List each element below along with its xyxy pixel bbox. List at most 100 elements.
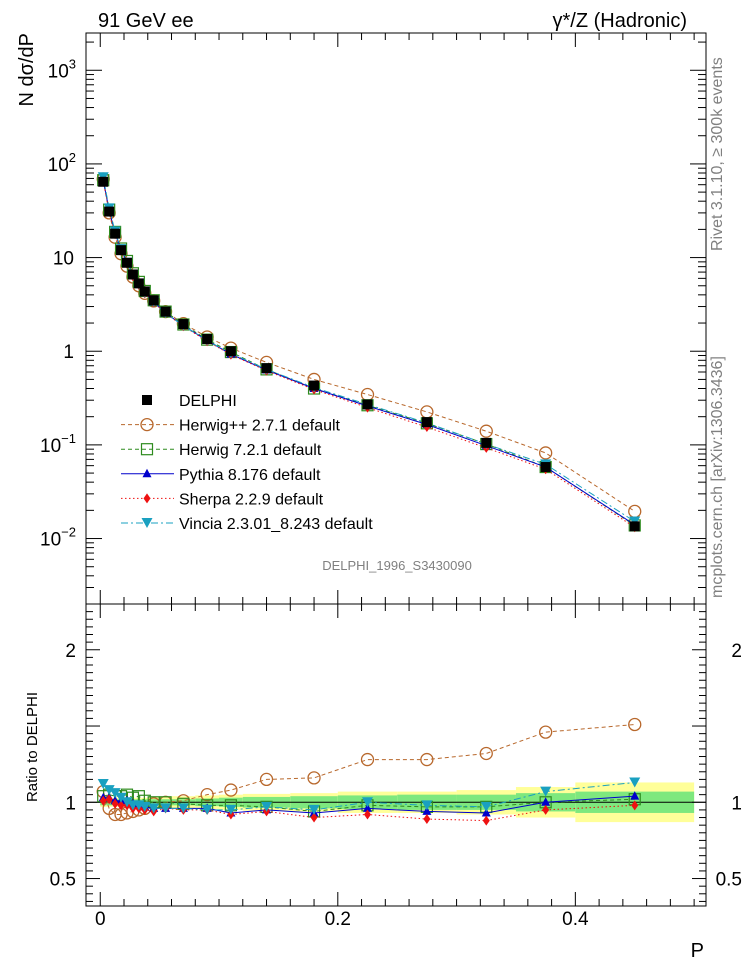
herwigpp-point: [479, 424, 493, 438]
main-y-tick-label: 1: [63, 342, 74, 363]
main-y-tick-label: 102: [48, 150, 76, 176]
sherpa-point: [117, 800, 125, 811]
sherpa-point: [111, 798, 119, 809]
ratio-y-tick-label-right: 0.5: [716, 870, 742, 891]
legend-label: DELPHI: [179, 393, 237, 410]
vincia-point: [160, 803, 172, 814]
main-ylabel: N dσ/dP: [16, 33, 38, 107]
data-point: [225, 346, 236, 357]
ratio-panel: 0 0.2 0.4 0.5 0.5 1 1 2 2: [50, 603, 742, 930]
main-y-tick-label: 103: [48, 56, 76, 82]
sherpa-point: [423, 814, 431, 825]
sherpa-line: [102, 181, 636, 528]
data-point: [116, 245, 127, 256]
legend-label: Herwig++ 2.7.1 default: [179, 418, 341, 435]
legend-label: Vincia 2.3.01_8.243 default: [179, 516, 373, 533]
herwigpp-ratio-line: [102, 723, 635, 815]
data-point: [540, 462, 551, 473]
vincia-point: [421, 800, 433, 811]
ratio-ylabel: Ratio to DELPHI: [24, 692, 41, 802]
ratio-y-tick-label-left: 2: [65, 641, 76, 662]
data-point: [121, 257, 132, 268]
pythia-point: [142, 468, 152, 478]
data-point: [148, 295, 159, 306]
xlabel: P: [691, 940, 704, 962]
ratio-y-tick-label-right: 2: [731, 641, 742, 662]
series-data: [98, 176, 640, 532]
sherpa-point: [105, 794, 113, 805]
data-point: [142, 395, 152, 405]
herwig7-point: [140, 443, 154, 456]
data-point: [629, 521, 640, 532]
legend-label: Herwig 7.2.1 default: [179, 442, 322, 459]
pythia-point: [362, 803, 372, 812]
herwigpp-point: [420, 752, 434, 767]
data-point: [133, 278, 144, 289]
main-y-tick-label: 10: [53, 249, 74, 270]
legend-item-sherpa: Sherpa 2.2.9 default: [121, 491, 324, 508]
watermark: DELPHI_1996_S3430090: [322, 558, 472, 573]
ratio-frame: [85, 603, 707, 907]
data-point: [98, 176, 109, 187]
vincia-point: [629, 777, 641, 788]
pythia-point: [422, 806, 432, 815]
herwigpp-point: [200, 788, 214, 802]
vincia-point: [540, 786, 552, 797]
vincia-ratio-line: [102, 781, 635, 811]
sherpa-point: [482, 815, 490, 826]
right-title: γ*/Z (Hadronic): [553, 10, 687, 32]
sherpa-point: [99, 795, 107, 806]
legend-item-pythia: Pythia 8.176 default: [121, 467, 321, 484]
legend-label: Pythia 8.176 default: [179, 467, 321, 484]
x-tick-label: 0.2: [325, 909, 351, 930]
herwigpp-line: [102, 178, 636, 512]
x-tick-label: 0.4: [562, 909, 589, 930]
vincia-point: [177, 803, 189, 814]
vincia-point: [109, 788, 121, 799]
ratio-y-tick-label-left: 1: [65, 793, 76, 814]
data-point: [160, 306, 171, 317]
sherpa-point: [631, 800, 639, 811]
vincia-point: [115, 792, 127, 803]
sherpa-point: [143, 493, 151, 504]
sherpa-point: [542, 804, 550, 815]
herwigpp-point: [224, 783, 238, 797]
vincia-point: [480, 801, 492, 812]
vincia-point: [121, 797, 133, 808]
side-label-bottom: mcplots.cern.ch [arXiv:1306.3436]: [709, 356, 726, 598]
data-point: [309, 380, 320, 391]
herwigpp-point: [479, 746, 493, 761]
legend: DELPHI Herwig++ 2.7.1 default Herwig 7.2.1…: [121, 393, 373, 533]
herwig7-ratio-line: [103, 794, 635, 812]
data-point: [110, 228, 121, 239]
data-point: [421, 417, 432, 428]
herwigpp-point: [360, 752, 375, 767]
ratio-series-vincia: [97, 777, 641, 815]
vincia-point: [97, 778, 109, 789]
legend-item-herwig7: Herwig 7.2.1 default: [121, 442, 322, 459]
ratio-y-tick-label-right: 1: [731, 793, 742, 814]
herwigpp-point: [539, 725, 553, 739]
vincia-point: [261, 801, 273, 812]
main-y-tick-label: 10−2: [40, 525, 76, 551]
vincia-point: [361, 797, 373, 808]
herwigpp-point: [140, 417, 154, 432]
vincia-point: [148, 803, 160, 814]
herwigpp-point: [628, 504, 642, 519]
data-point: [362, 399, 373, 410]
sherpa-point: [363, 809, 371, 820]
legend-label: Sherpa 2.2.9 default: [179, 491, 324, 508]
sherpa-point: [310, 812, 318, 823]
pythia-point: [481, 807, 491, 817]
vincia-point: [308, 804, 320, 815]
left-title: 91 GeV ee: [98, 10, 194, 32]
herwigpp-point: [539, 446, 553, 460]
vincia-point: [103, 785, 115, 796]
data-point: [127, 269, 138, 280]
vincia-point: [139, 801, 151, 812]
main-panel: 10−2 10−1 1 10 102 103: [40, 32, 707, 605]
data-point: [481, 437, 492, 448]
legend-item-herwigpp: Herwig++ 2.7.1 default: [121, 418, 341, 435]
data-point: [139, 286, 150, 297]
